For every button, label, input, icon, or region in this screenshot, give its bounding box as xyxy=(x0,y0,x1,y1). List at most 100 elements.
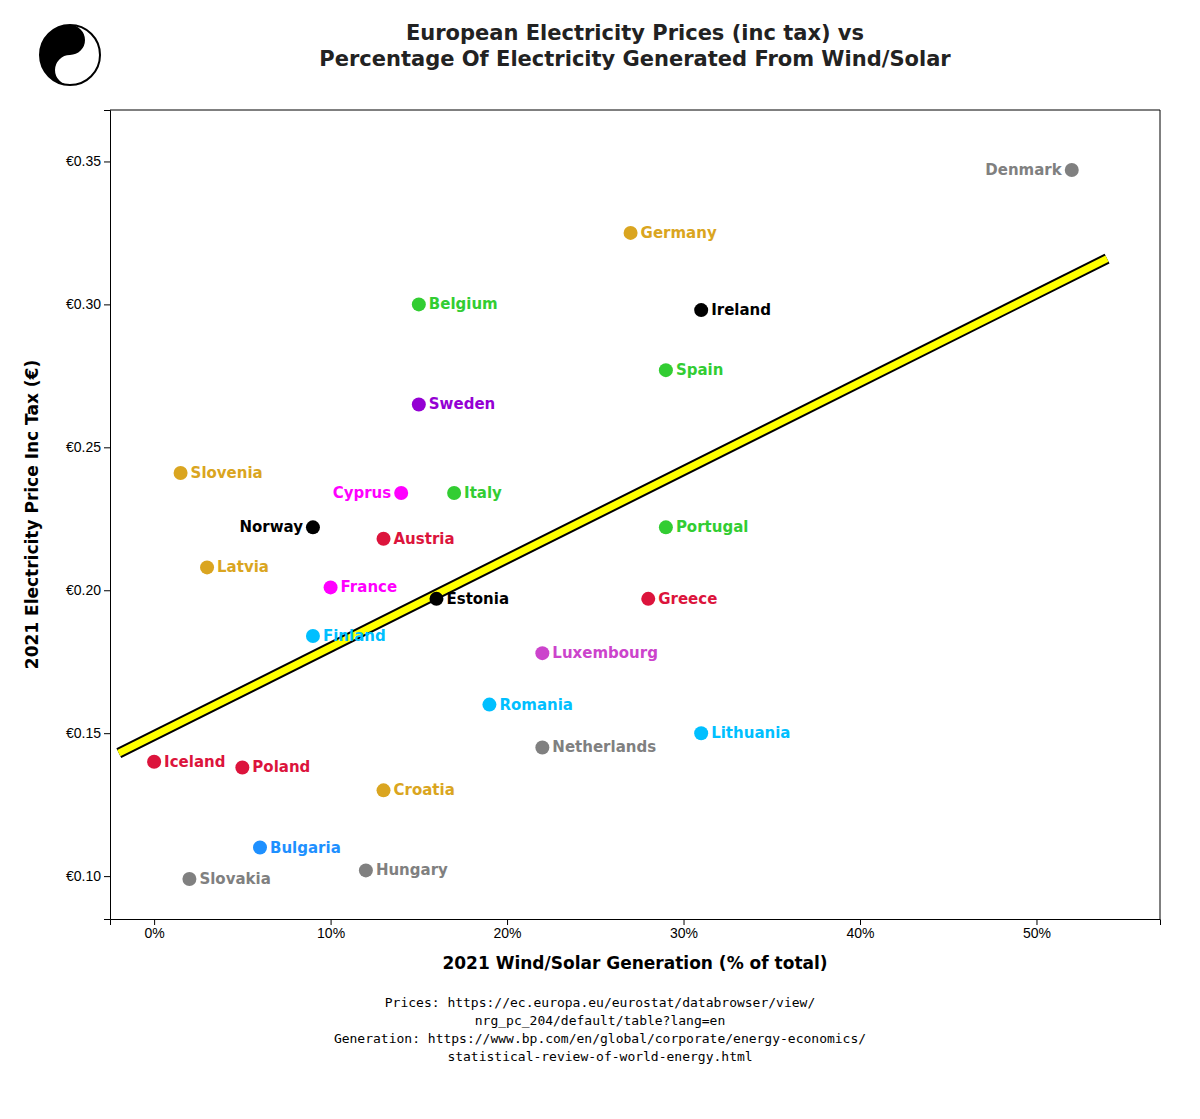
point-label: Poland xyxy=(252,758,310,776)
tick-label: €0.30 xyxy=(66,296,101,312)
tick: 20% xyxy=(494,919,522,941)
tick-mark xyxy=(104,590,110,591)
point xyxy=(535,740,549,754)
point-label: Slovenia xyxy=(191,464,263,482)
point xyxy=(447,486,461,500)
point xyxy=(412,397,426,411)
point xyxy=(429,592,443,606)
tick: €0.25 xyxy=(66,439,110,455)
point-label: Finland xyxy=(323,627,386,645)
tick-mark xyxy=(104,304,110,305)
point xyxy=(306,629,320,643)
point-label: Latvia xyxy=(217,558,269,576)
trendline-outline xyxy=(119,259,1107,754)
tick-label: 50% xyxy=(1023,925,1051,941)
point xyxy=(412,297,426,311)
tick-label: €0.15 xyxy=(66,725,101,741)
point-label: Greece xyxy=(658,590,717,608)
point-label: Ireland xyxy=(711,301,771,319)
frame xyxy=(110,110,1160,111)
yin-yang-part xyxy=(66,36,75,45)
tick-label: 20% xyxy=(494,925,522,941)
point xyxy=(535,646,549,660)
point-label: Slovakia xyxy=(199,870,270,888)
tick: 50% xyxy=(1023,919,1051,941)
point xyxy=(359,863,373,877)
point-label: Cyprus xyxy=(333,484,392,502)
tick-label: €0.10 xyxy=(66,868,101,884)
point xyxy=(182,872,196,886)
tick-label: 0% xyxy=(145,925,165,941)
tick: €0.30 xyxy=(66,296,110,312)
yin-yang-part xyxy=(66,66,75,75)
tick: €0.35 xyxy=(66,153,110,169)
point-label: Sweden xyxy=(429,395,495,413)
point xyxy=(377,532,391,546)
point xyxy=(659,520,673,534)
point-label: Denmark xyxy=(985,161,1062,179)
point-label: Croatia xyxy=(394,781,455,799)
tick: 10% xyxy=(317,919,345,941)
marks xyxy=(119,163,1107,886)
plot: 0%10%20%30%40%50%€0.10€0.15€0.20€0.25€0.… xyxy=(22,110,1161,973)
tick-label: 40% xyxy=(846,925,874,941)
tick-label: 10% xyxy=(317,925,345,941)
point-label: Iceland xyxy=(164,753,225,771)
tick: 30% xyxy=(670,919,698,941)
x-axis-title: 2021 Wind/Solar Generation (% of total) xyxy=(442,953,827,973)
tick-label: €0.35 xyxy=(66,153,101,169)
point xyxy=(324,580,338,594)
tick: 0% xyxy=(145,919,165,941)
point xyxy=(641,592,655,606)
point xyxy=(377,783,391,797)
point xyxy=(174,466,188,480)
point-label: Estonia xyxy=(446,590,509,608)
point xyxy=(694,726,708,740)
point-label: Hungary xyxy=(376,861,448,879)
point-label: Bulgaria xyxy=(270,839,341,857)
tick-mark xyxy=(104,876,110,877)
axis-line xyxy=(104,111,111,920)
tick: €0.15 xyxy=(66,725,110,741)
tick: 40% xyxy=(846,919,874,941)
point xyxy=(394,486,408,500)
y-axis: €0.10 €0.15 €0.20 €0.25 €0.30 €0.35 xyxy=(66,111,111,920)
point-label: Netherlands xyxy=(552,738,656,756)
point-label: Portugal xyxy=(676,518,749,536)
point-label: Belgium xyxy=(429,295,498,313)
point xyxy=(694,303,708,317)
yin-yang xyxy=(40,25,100,85)
point xyxy=(659,363,673,377)
tick-mark xyxy=(104,161,110,162)
point-labels: Germany Denmark Belgium Ireland Sweden Spain C… xyxy=(164,161,1063,888)
tick-mark xyxy=(104,447,110,448)
point xyxy=(200,560,214,574)
point-label: Germany xyxy=(641,224,717,242)
yin-yang-part xyxy=(40,25,100,85)
point xyxy=(235,760,249,774)
point xyxy=(147,755,161,769)
point-label: Italy xyxy=(464,484,502,502)
yin-yang-part xyxy=(55,25,100,85)
point-label: Luxembourg xyxy=(552,644,658,662)
tick-label: €0.25 xyxy=(66,439,101,455)
point xyxy=(306,520,320,534)
chart: European Electricity Prices (inc tax) vs… xyxy=(0,0,1200,1119)
tick-mark xyxy=(104,733,110,734)
point-label: Spain xyxy=(676,361,723,379)
title: European Electricity Prices (inc tax) vs… xyxy=(319,21,951,71)
tick-label: 30% xyxy=(670,925,698,941)
tick: €0.20 xyxy=(66,582,110,598)
tick: €0.10 xyxy=(66,868,110,884)
yin-yang-part xyxy=(40,25,100,85)
point-label: France xyxy=(341,578,398,596)
point xyxy=(482,698,496,712)
trendline xyxy=(119,259,1107,754)
point-label: Romania xyxy=(499,696,573,714)
point xyxy=(624,226,638,240)
point xyxy=(1065,163,1079,177)
tick-label: €0.20 xyxy=(66,582,101,598)
point-label: Norway xyxy=(239,518,303,536)
point-label: Austria xyxy=(394,530,455,548)
point-label: Lithuania xyxy=(711,724,790,742)
